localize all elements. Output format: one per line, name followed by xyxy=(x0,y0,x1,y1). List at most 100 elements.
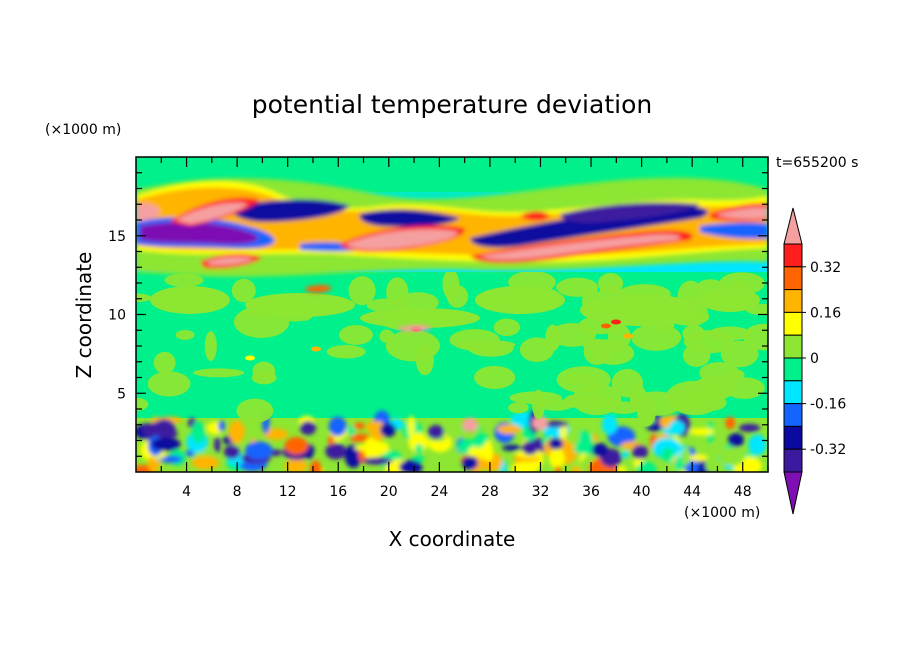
mid-speck xyxy=(623,333,633,339)
mid-patch xyxy=(245,293,355,317)
mid-speck xyxy=(601,323,611,329)
x-tick-label: 44 xyxy=(683,484,701,500)
low-blob xyxy=(284,458,308,472)
colorbar-tick-label: -0.16 xyxy=(810,397,846,413)
wave-pink xyxy=(398,325,432,332)
wave-purple xyxy=(140,222,259,245)
low-blob xyxy=(660,447,675,462)
low-blob xyxy=(548,437,564,450)
low-blob xyxy=(748,434,767,456)
y-tick-label: 15 xyxy=(108,229,126,245)
mid-patch xyxy=(449,329,500,351)
low-blob xyxy=(549,448,565,469)
mid-patch xyxy=(549,322,596,347)
low-blob xyxy=(522,441,538,455)
x-tick-label: 20 xyxy=(380,484,398,500)
colorbar-box xyxy=(783,357,803,382)
wave-pink xyxy=(480,234,681,260)
wave-dpurple xyxy=(560,202,700,223)
mid-patch xyxy=(570,396,621,409)
wave-blue xyxy=(700,222,768,239)
low-blob xyxy=(414,444,424,454)
low-blob xyxy=(284,437,309,455)
mid-patch xyxy=(150,286,230,314)
low-blob xyxy=(483,440,494,462)
mid-patch xyxy=(723,377,765,399)
mid-patch xyxy=(339,325,373,345)
low-blob xyxy=(328,416,347,437)
low-blob xyxy=(497,424,521,435)
low-blob xyxy=(408,415,415,438)
low-blob xyxy=(674,456,684,472)
mid-patch xyxy=(682,343,711,367)
low-blob xyxy=(616,466,627,472)
low-blob xyxy=(327,435,335,446)
low-blob xyxy=(428,425,444,439)
low-blob xyxy=(244,441,273,460)
low-blob xyxy=(728,433,744,447)
mid-patch xyxy=(348,276,376,306)
mid-patch xyxy=(204,331,217,362)
chart-title: potential temperature deviation xyxy=(252,90,652,119)
low-blob xyxy=(725,416,736,430)
mid-patch xyxy=(446,285,469,308)
low-blob xyxy=(347,425,356,437)
x-tick-label: 40 xyxy=(633,484,651,500)
colorbar-tick-label: 0.16 xyxy=(810,305,841,321)
plot-area xyxy=(136,157,768,472)
colorbar-box xyxy=(783,448,803,473)
mid-patch xyxy=(690,378,718,404)
wave-pink xyxy=(346,229,458,250)
mid-patch xyxy=(682,324,705,343)
mid-patch xyxy=(175,329,195,340)
low-blob xyxy=(263,428,289,440)
x-unit-label: (×1000 m) xyxy=(684,505,760,521)
mid-patch xyxy=(637,396,656,427)
wave-navy xyxy=(230,199,350,222)
mid-patch xyxy=(360,308,480,328)
mid-patch xyxy=(580,294,700,326)
wave-pink xyxy=(718,207,768,220)
mid-patch xyxy=(708,326,752,341)
mid-patch xyxy=(473,365,516,390)
mid-patch xyxy=(509,391,562,405)
low-blob xyxy=(325,443,347,460)
y-unit-label: (×1000 m) xyxy=(45,122,121,138)
x-tick-label: 48 xyxy=(734,484,752,500)
low-blob xyxy=(555,466,562,472)
low-blob xyxy=(363,436,382,461)
wave-pink xyxy=(136,203,160,221)
mid-patches xyxy=(136,269,768,427)
low-blob xyxy=(300,421,316,435)
colorbar-box xyxy=(783,425,803,450)
mid-patch xyxy=(397,292,439,313)
colorbar-tick-label: 0.32 xyxy=(810,260,841,276)
low-blob xyxy=(151,437,181,452)
low-blob xyxy=(511,461,539,472)
colorbar-extend-bottom xyxy=(783,471,803,515)
mid-patch xyxy=(611,368,643,398)
low-blob xyxy=(688,454,708,462)
mid-speck xyxy=(611,319,621,325)
low-blob xyxy=(224,445,240,459)
low-blob xyxy=(592,443,608,457)
x-tick-label: 24 xyxy=(430,484,448,500)
low-blob xyxy=(309,460,322,472)
low-blob xyxy=(591,434,599,442)
low-blob xyxy=(191,420,205,444)
mid-patch xyxy=(631,323,682,351)
x-axis-label: X coordinate xyxy=(389,527,516,551)
mid-patch xyxy=(136,397,149,411)
x-tick-label: 16 xyxy=(329,484,347,500)
low-blob xyxy=(462,418,478,432)
mid-patch xyxy=(493,318,521,337)
colorbar-box xyxy=(783,266,803,291)
mid-patch xyxy=(252,361,276,381)
mid-patch xyxy=(700,288,760,312)
x-tick-label: 4 xyxy=(182,484,191,500)
low-blob xyxy=(408,432,429,453)
mid-patch xyxy=(136,293,152,303)
low-blob xyxy=(344,444,362,469)
low-blob xyxy=(228,420,245,444)
